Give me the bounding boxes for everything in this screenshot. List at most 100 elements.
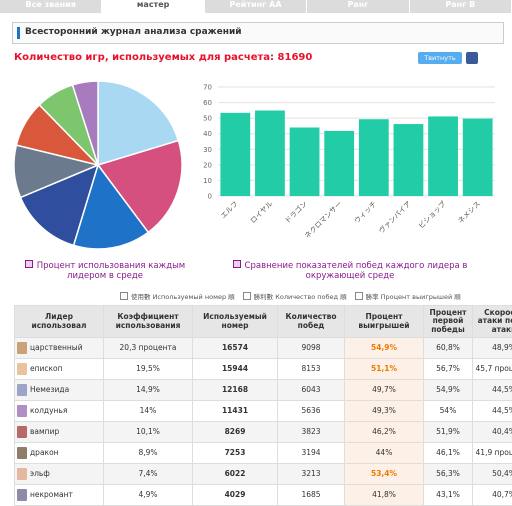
y-tick-label: 20 <box>203 161 212 169</box>
leader-cell: вампир <box>15 422 104 443</box>
table-cell: 10,1% <box>104 422 193 443</box>
leader-avatar <box>17 489 27 501</box>
table-cell: 60,8% <box>424 338 473 359</box>
y-tick-label: 50 <box>203 115 212 123</box>
leader-avatar <box>17 405 27 417</box>
table-cell: 9098 <box>278 338 345 359</box>
table-cell: 41,8% <box>345 485 424 506</box>
games-label: Количество игр, используемых для расчета… <box>14 52 274 63</box>
sort-option[interactable]: 使用數 Используемый номер 順 <box>120 291 235 301</box>
table-cell: 50,4% <box>473 464 512 485</box>
x-tick-label: ドラゴン <box>283 199 309 225</box>
table-cell: 43,1% <box>424 485 473 506</box>
table-cell: 48,9% <box>473 338 512 359</box>
table-cell: 20,3 процента <box>104 338 193 359</box>
table-cell: 4029 <box>193 485 278 506</box>
table-cell: 54,9% <box>345 338 424 359</box>
column-header[interactable]: Коэффициент использования <box>104 306 193 338</box>
column-header[interactable]: Лидер использовал <box>15 306 104 338</box>
facebook-button[interactable] <box>466 52 478 64</box>
table-cell: 40,7% <box>473 485 512 506</box>
column-header[interactable]: Скорость атаки после атаки <box>473 306 512 338</box>
leader-avatar <box>17 426 27 438</box>
tweet-button[interactable]: Твитнуть <box>418 52 462 64</box>
bar <box>290 127 320 196</box>
x-tick-label: ヴァンパイア <box>377 199 413 235</box>
y-tick-label: 10 <box>203 177 212 185</box>
y-tick-label: 30 <box>203 146 212 154</box>
table-cell: 53,4% <box>345 464 424 485</box>
sort-option[interactable]: 勝利數 Количество побед 順 <box>243 291 347 301</box>
table-cell: 14% <box>104 401 193 422</box>
leader-name: дракон <box>30 448 59 457</box>
table-cell: 44% <box>345 443 424 464</box>
leader-cell: царственный <box>15 338 104 359</box>
column-header[interactable]: Используемый номер <box>193 306 278 338</box>
x-tick-label: エルフ <box>219 200 240 221</box>
bar <box>359 119 389 196</box>
header-accent <box>17 27 20 39</box>
table-cell: 46,2% <box>345 422 424 443</box>
games-count: Количество игр, используемых для расчета… <box>14 52 312 63</box>
header-box: Всесторонний журнал анализа сражений <box>12 22 504 44</box>
x-tick-label: ビショップ <box>416 199 447 230</box>
leader-name: Немезида <box>30 385 69 394</box>
table-cell: 3213 <box>278 464 345 485</box>
leader-avatar <box>17 447 27 459</box>
leader-cell: Немезида <box>15 380 104 401</box>
leader-name: епископ <box>30 364 63 373</box>
leader-name: эльф <box>30 469 50 478</box>
table-cell: 15944 <box>193 359 278 380</box>
x-tick-label: ウィッチ <box>353 200 378 225</box>
table-cell: 14,9% <box>104 380 193 401</box>
tab[interactable]: Рейтинг AA <box>205 0 307 13</box>
leader-name: вампир <box>30 427 59 436</box>
leader-cell: дракон <box>15 443 104 464</box>
table-cell: 41,9 процента <box>473 443 512 464</box>
column-header[interactable]: Количество побед <box>278 306 345 338</box>
leader-cell: эльф <box>15 464 104 485</box>
table-cell: 44,5% <box>473 401 512 422</box>
games-number: 81690 <box>278 52 313 63</box>
y-tick-label: 70 <box>203 84 212 92</box>
sort-option[interactable]: 勝率 Процент выигрышей 順 <box>355 291 461 301</box>
bar <box>394 124 424 196</box>
leader-name: царственный <box>30 343 83 352</box>
sort-options: 使用數 Используемый номер 順勝利數 Количество п… <box>120 291 461 301</box>
leader-cell: епископ <box>15 359 104 380</box>
column-header[interactable]: Процент первой победы <box>424 306 473 338</box>
tab[interactable]: Ранг <box>307 0 409 13</box>
table-cell: 7253 <box>193 443 278 464</box>
tab[interactable]: Ранг B <box>410 0 512 13</box>
bar <box>324 131 354 196</box>
bar <box>428 116 458 196</box>
tab[interactable]: мастер <box>102 0 204 13</box>
pie-chart <box>0 70 200 260</box>
bar <box>463 119 493 196</box>
table-cell: 56,7% <box>424 359 473 380</box>
table-cell: 49,7% <box>345 380 424 401</box>
tab[interactable]: Все звания <box>0 0 102 13</box>
table-cell: 19,5% <box>104 359 193 380</box>
pie-caption: Процент использования каждым лидером в с… <box>20 260 190 281</box>
column-header[interactable]: Процент выигрышей <box>345 306 424 338</box>
table-cell: 3823 <box>278 422 345 443</box>
table-cell: 49,3% <box>345 401 424 422</box>
x-tick-label: ロイヤル <box>249 200 274 225</box>
table-cell: 7,4% <box>104 464 193 485</box>
table-cell: 11431 <box>193 401 278 422</box>
bar-caption-text: Сравнение показателей побед каждого лиде… <box>245 261 468 281</box>
table-cell: 54% <box>424 401 473 422</box>
bar <box>220 113 250 196</box>
pie-caption-text: Процент использования каждым лидером в с… <box>37 261 185 281</box>
